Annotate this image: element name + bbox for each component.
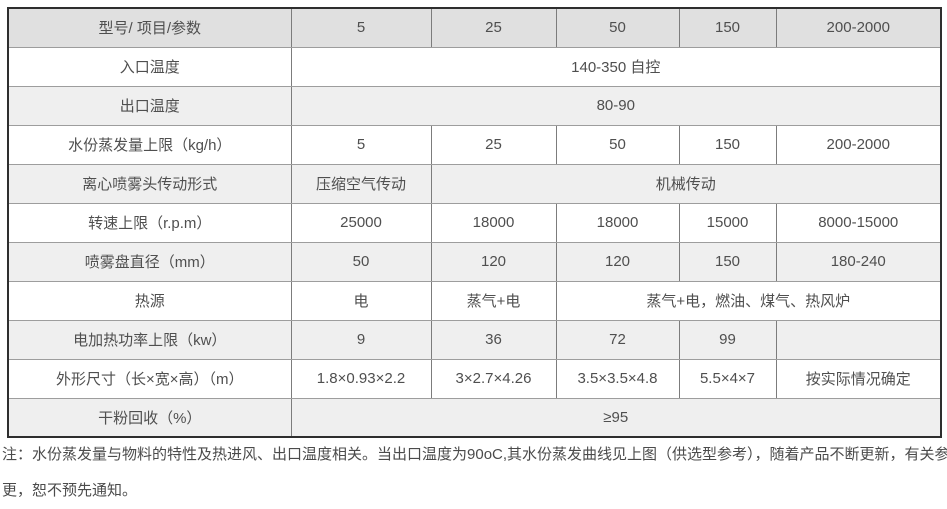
header-model-150: 150 bbox=[678, 7, 777, 48]
spec-cell: 压缩空气传动 bbox=[290, 163, 432, 204]
row-dry-powder-recovery: 干粉回收（%） ≥95 bbox=[7, 397, 942, 438]
row-heat-source: 热源 电 蒸气+电 蒸气+电，燃油、煤气、热风炉 bbox=[7, 280, 942, 321]
spec-cell: 50 bbox=[555, 124, 680, 165]
row-atomizer-drive-type: 离心喷雾头传动形式 压缩空气传动 机械传动 bbox=[7, 163, 942, 204]
row-overall-dimensions: 外形尺寸（长×宽×高）（m） 1.8×0.93×2.2 3×2.7×4.26 3… bbox=[7, 358, 942, 399]
spec-cell: 机械传动 bbox=[430, 163, 942, 204]
spec-cell: 18000 bbox=[430, 202, 557, 243]
spec-cell-empty bbox=[775, 319, 942, 360]
spec-cell: ≥95 bbox=[290, 397, 942, 438]
spec-cell: 150 bbox=[678, 124, 777, 165]
row-inlet-temperature: 入口温度 140-350 自控 bbox=[7, 46, 942, 87]
spec-cell: 1.8×0.93×2.2 bbox=[290, 358, 432, 399]
spec-cell: 72 bbox=[555, 319, 680, 360]
header-row: 型号/ 项目/参数 5 25 50 150 200-2000 bbox=[7, 7, 942, 48]
footnote: 注：水份蒸发量与物料的特性及热进风、出口温度相关。当出口温度为90oC,其水份蒸… bbox=[2, 437, 947, 509]
header-corner-label: 型号/ 项目/参数 bbox=[7, 7, 292, 48]
row-label: 外形尺寸（长×宽×高）（m） bbox=[7, 358, 292, 399]
row-label: 干粉回收（%） bbox=[7, 397, 292, 438]
spec-cell: 8000-15000 bbox=[775, 202, 942, 243]
row-label: 出口温度 bbox=[7, 85, 292, 126]
spec-cell: 25000 bbox=[290, 202, 432, 243]
header-model-200-2000: 200-2000 bbox=[775, 7, 942, 48]
row-label: 离心喷雾头传动形式 bbox=[7, 163, 292, 204]
spec-cell: 180-240 bbox=[775, 241, 942, 282]
footnote-line-1: 注：水份蒸发量与物料的特性及热进风、出口温度相关。当出口温度为90oC,其水份蒸… bbox=[2, 446, 947, 463]
spec-cell: 120 bbox=[430, 241, 557, 282]
spec-cell: 200-2000 bbox=[775, 124, 942, 165]
spec-cell: 80-90 bbox=[290, 85, 942, 126]
spec-cell: 15000 bbox=[678, 202, 777, 243]
header-model-5: 5 bbox=[290, 7, 432, 48]
spec-cell: 25 bbox=[430, 124, 557, 165]
row-electric-heating-power: 电加热功率上限（kw） 9 36 72 99 bbox=[7, 319, 942, 360]
spec-cell: 18000 bbox=[555, 202, 680, 243]
spec-cell: 蒸气+电，燃油、煤气、热风炉 bbox=[555, 280, 942, 321]
spec-cell: 99 bbox=[678, 319, 777, 360]
header-model-25: 25 bbox=[430, 7, 557, 48]
spec-cell: 150 bbox=[678, 241, 777, 282]
spec-table: 型号/ 项目/参数 5 25 50 150 200-2000 入口温度 140-… bbox=[7, 7, 942, 438]
row-label: 转速上限（r.p.m） bbox=[7, 202, 292, 243]
row-label: 电加热功率上限（kw） bbox=[7, 319, 292, 360]
row-label: 入口温度 bbox=[7, 46, 292, 87]
spec-cell: 50 bbox=[290, 241, 432, 282]
row-atomizer-disc-diameter: 喷雾盘直径（mm） 50 120 120 150 180-240 bbox=[7, 241, 942, 282]
spec-cell: 140-350 自控 bbox=[290, 46, 942, 87]
row-label: 热源 bbox=[7, 280, 292, 321]
row-outlet-temperature: 出口温度 80-90 bbox=[7, 85, 942, 126]
row-evaporation-capacity: 水份蒸发量上限（kg/h） 5 25 50 150 200-2000 bbox=[7, 124, 942, 165]
spec-cell: 9 bbox=[290, 319, 432, 360]
row-label: 水份蒸发量上限（kg/h） bbox=[7, 124, 292, 165]
spec-cell: 3×2.7×4.26 bbox=[430, 358, 557, 399]
footnote-line-2: 更，恕不预先通知。 bbox=[2, 482, 138, 499]
spec-cell: 3.5×3.5×4.8 bbox=[555, 358, 680, 399]
spec-cell: 5.5×4×7 bbox=[678, 358, 777, 399]
spec-cell: 120 bbox=[555, 241, 680, 282]
spec-cell: 5 bbox=[290, 124, 432, 165]
row-label: 喷雾盘直径（mm） bbox=[7, 241, 292, 282]
spec-cell: 36 bbox=[430, 319, 557, 360]
spec-cell: 蒸气+电 bbox=[430, 280, 557, 321]
spec-cell: 电 bbox=[290, 280, 432, 321]
row-max-rotation-speed: 转速上限（r.p.m） 25000 18000 18000 15000 8000… bbox=[7, 202, 942, 243]
spec-cell: 按实际情况确定 bbox=[775, 358, 942, 399]
header-model-50: 50 bbox=[555, 7, 680, 48]
